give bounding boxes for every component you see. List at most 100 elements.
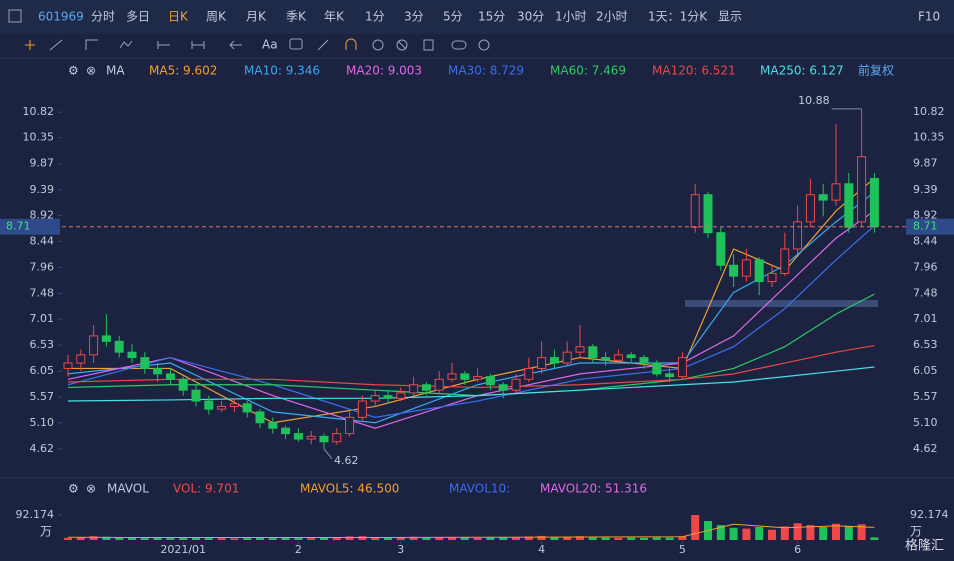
y-tick-label: 10.82	[23, 105, 55, 118]
close[interactable]: ⊗	[86, 482, 96, 496]
volume-bar	[76, 537, 85, 540]
y-tick-label: 10.35	[23, 131, 55, 144]
y-tick-label: 8.92	[913, 208, 938, 221]
toolbar-tab[interactable]: 1分	[365, 10, 385, 24]
toolbar-tab[interactable]: 601969	[38, 10, 84, 24]
candle-body	[690, 194, 700, 228]
volume-bar	[102, 536, 111, 540]
candle-body	[741, 259, 751, 277]
y-tick-label: 8.92	[30, 208, 55, 221]
x-tick-label: 2	[295, 543, 302, 556]
candle-body	[255, 411, 265, 424]
toolbar-tab[interactable]: 5分	[443, 10, 463, 24]
volume-bar	[640, 537, 648, 540]
volume-bar	[320, 537, 328, 540]
y-tick-label: 6.53	[913, 338, 938, 351]
volume-bar	[793, 523, 802, 540]
text-tool[interactable]: Aa	[262, 38, 278, 52]
toolbar-tab[interactable]: 3分	[404, 10, 424, 24]
close[interactable]: ⊗	[86, 64, 96, 78]
toolbar-tab[interactable]: 年K	[324, 10, 345, 24]
low-pointer	[323, 448, 333, 460]
candle-body	[409, 384, 419, 394]
volume-bar	[819, 526, 828, 540]
volume-bar	[256, 537, 264, 540]
volume-bar	[563, 537, 572, 540]
volume-bar	[384, 537, 392, 540]
toolbar-tab[interactable]: 分时	[91, 10, 115, 24]
volume-bar	[537, 535, 546, 540]
y-tick-label: 5.57	[30, 390, 55, 403]
ma-legend: MA30: 8.729	[448, 64, 524, 78]
toolbar-tab[interactable]: 月K	[246, 10, 267, 24]
candle-body	[421, 384, 431, 391]
candle-body	[332, 433, 342, 443]
toolbar-tab[interactable]: 周K	[206, 10, 227, 24]
toolbar-tab[interactable]: 1天：1分K	[648, 10, 708, 24]
y-tick-label: 7.01	[913, 312, 938, 325]
candle-body	[217, 405, 227, 410]
y-tick-label: 9.39	[913, 183, 938, 196]
gear[interactable]: ⚙	[68, 482, 79, 496]
toolbar-tab[interactable]: 15分	[478, 10, 505, 24]
panel-icon[interactable]	[8, 9, 22, 23]
candle-body	[639, 357, 649, 364]
candle-body	[767, 272, 777, 283]
ma-line	[67, 345, 875, 389]
y-tick-label: 6.05	[30, 364, 55, 377]
candle-body	[588, 346, 598, 359]
candle-body	[562, 351, 572, 364]
volume-bar	[153, 537, 162, 540]
ma-line	[67, 210, 875, 429]
candle-body	[434, 378, 444, 391]
volume-bar	[844, 525, 853, 540]
candle-body	[703, 194, 713, 234]
toolbar-tab[interactable]: 显示	[718, 10, 742, 24]
volume-bar	[768, 529, 776, 540]
toolbar-tab[interactable]: 多日	[126, 10, 150, 24]
candle-body	[306, 435, 316, 440]
high-label: 10.88	[798, 94, 830, 107]
last-price: 8.71	[913, 220, 938, 233]
toolbar-tab[interactable]: 日K	[168, 10, 189, 24]
volume-bar	[780, 526, 789, 540]
toolbar-tab[interactable]: 2小时	[596, 10, 628, 24]
volume-bar	[716, 525, 725, 540]
candle-body	[242, 403, 252, 413]
y-tick-label: 7.48	[913, 287, 938, 300]
volume-bar	[307, 538, 316, 540]
x-tick-label: 2021/01	[160, 543, 206, 556]
toolbar-bg	[0, 0, 954, 34]
toolbar-tab[interactable]: 30分	[517, 10, 544, 24]
y-tick-label: 7.96	[30, 260, 55, 273]
mavol-line	[67, 523, 875, 539]
volume-bar	[512, 537, 520, 540]
candle-body	[805, 194, 815, 223]
volume-bar	[486, 537, 495, 540]
candle-body	[319, 435, 329, 443]
candle-body	[626, 354, 636, 359]
vol-legend: MAVOL10:	[449, 482, 510, 496]
toolbar-tab[interactable]: 1小时	[555, 10, 587, 24]
candle-body	[537, 357, 547, 369]
candle-body	[754, 259, 764, 283]
candle-body	[831, 183, 841, 201]
gear[interactable]: ⚙	[68, 64, 79, 78]
volume-bar	[396, 537, 405, 540]
volume-bar	[64, 537, 72, 540]
volume-bar	[89, 536, 98, 540]
y-tick-label: 6.05	[913, 364, 938, 377]
volume-bar	[371, 537, 380, 540]
candle-body	[460, 373, 470, 380]
toolbar-tab[interactable]: 季K	[286, 10, 307, 24]
adjust[interactable]: 前复权	[858, 63, 894, 78]
vol-indicator: MAVOL	[107, 482, 149, 496]
y-tick-label: 10.35	[913, 131, 945, 144]
volume-bar	[588, 537, 597, 540]
toolbar-tab[interactable]: F10	[918, 10, 940, 24]
candle-body	[178, 378, 188, 391]
drawing-tools[interactable]	[25, 38, 490, 51]
candle-body	[281, 427, 291, 435]
candle-body	[165, 373, 175, 380]
